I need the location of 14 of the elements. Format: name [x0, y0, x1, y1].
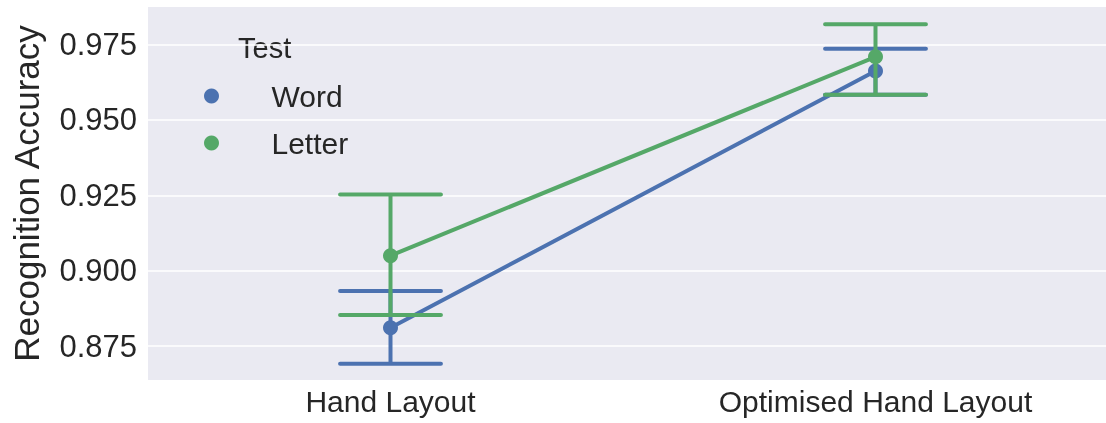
legend-title: Test	[238, 31, 292, 64]
legend-label: Word	[271, 79, 343, 113]
y-tick-label: 0.925	[59, 177, 137, 213]
y-tick-label: 0.875	[59, 328, 137, 364]
legend-label: Letter	[271, 126, 349, 160]
y-tick-label: 0.900	[59, 253, 137, 289]
x-tick-label: Hand Layout	[305, 385, 477, 418]
y-tick-label: 0.950	[59, 102, 137, 138]
y-axis-title: Recognition Accuracy	[7, 24, 46, 362]
x-tick-label: Optimised Hand Layout	[718, 385, 1033, 418]
point	[383, 320, 398, 336]
point	[383, 248, 398, 264]
y-tick-label: 0.975	[59, 26, 137, 62]
point	[868, 49, 883, 65]
